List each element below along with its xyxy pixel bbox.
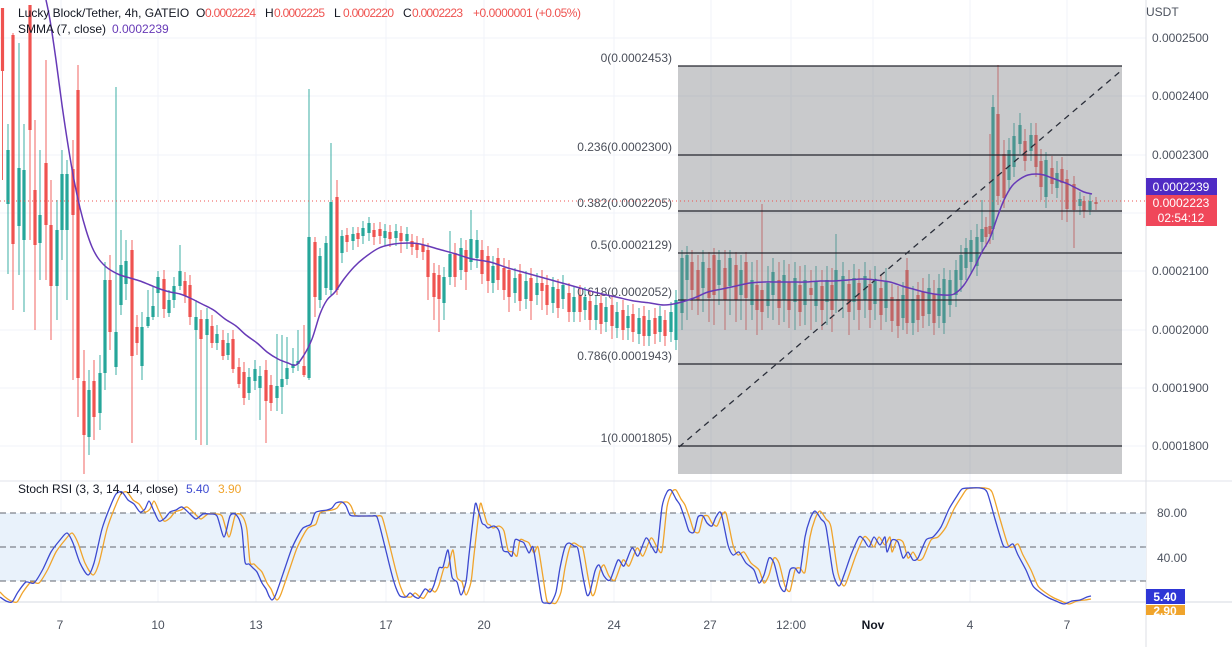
- svg-text:0.0002239: 0.0002239: [1153, 180, 1210, 194]
- svg-text:0.0002223: 0.0002223: [1153, 196, 1210, 210]
- svg-text:SMMA (7, close): SMMA (7, close): [18, 22, 106, 36]
- svg-text:0.0002239: 0.0002239: [112, 22, 169, 36]
- svg-text:0.0001900: 0.0001900: [1152, 381, 1209, 395]
- svg-text:0.382(0.0002205): 0.382(0.0002205): [577, 196, 672, 210]
- svg-text:24: 24: [607, 618, 621, 632]
- svg-text:0.0002223: 0.0002223: [412, 6, 463, 20]
- svg-text:80.00: 80.00: [1157, 506, 1187, 520]
- svg-text:H: H: [265, 6, 274, 20]
- svg-text:0.0002400: 0.0002400: [1152, 89, 1209, 103]
- svg-text:0.0002300: 0.0002300: [1152, 148, 1209, 162]
- svg-text:13: 13: [249, 618, 263, 632]
- svg-text:0(0.0002453): 0(0.0002453): [601, 51, 672, 65]
- svg-text:1(0.0001805): 1(0.0001805): [601, 431, 672, 445]
- svg-text:5.40: 5.40: [1153, 590, 1177, 604]
- svg-text:40.00: 40.00: [1157, 551, 1187, 565]
- svg-text:Lucky Block/Tether, 4h, GATEIO: Lucky Block/Tether, 4h, GATEIO: [18, 6, 189, 20]
- svg-text:0.618(0.0002052): 0.618(0.0002052): [577, 285, 672, 299]
- svg-text:C: C: [403, 6, 412, 20]
- svg-text:Nov: Nov: [862, 618, 885, 632]
- svg-text:0.236(0.0002300): 0.236(0.0002300): [577, 140, 672, 154]
- svg-text:12:00: 12:00: [776, 618, 806, 632]
- svg-text:Stoch RSI (3, 3, 14, 14, close: Stoch RSI (3, 3, 14, 14, close): [18, 482, 178, 496]
- svg-text:0.0002225: 0.0002225: [274, 6, 325, 20]
- svg-text:0.0002500: 0.0002500: [1152, 31, 1209, 45]
- svg-text:20: 20: [477, 618, 491, 632]
- svg-text:7: 7: [57, 618, 64, 632]
- svg-text:0.0002000: 0.0002000: [1152, 323, 1209, 337]
- svg-text:7: 7: [1064, 618, 1071, 632]
- svg-text:L: L: [334, 6, 341, 20]
- svg-text:0.0002220: 0.0002220: [343, 6, 394, 20]
- svg-text:USDT: USDT: [1146, 5, 1179, 19]
- svg-text:27: 27: [703, 618, 717, 632]
- svg-text:O: O: [196, 6, 205, 20]
- svg-text:+0.0000001 (+0.05%): +0.0000001 (+0.05%): [473, 6, 581, 20]
- svg-text:0.0001800: 0.0001800: [1152, 439, 1209, 453]
- svg-text:0.0002100: 0.0002100: [1152, 264, 1209, 278]
- svg-text:17: 17: [379, 618, 393, 632]
- svg-text:3.90: 3.90: [218, 482, 242, 496]
- svg-text:5.40: 5.40: [186, 482, 210, 496]
- svg-text:0.0002224: 0.0002224: [205, 6, 256, 20]
- svg-text:4: 4: [967, 618, 974, 632]
- svg-text:02:54:12: 02:54:12: [1158, 211, 1205, 225]
- svg-text:10: 10: [151, 618, 165, 632]
- svg-text:0.5(0.0002129): 0.5(0.0002129): [591, 238, 672, 252]
- svg-text:2.90: 2.90: [1153, 604, 1177, 618]
- svg-text:0.786(0.0001943): 0.786(0.0001943): [577, 349, 672, 363]
